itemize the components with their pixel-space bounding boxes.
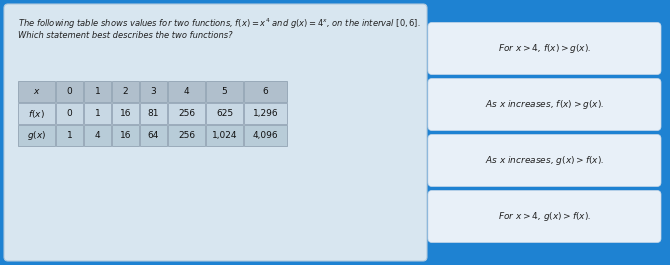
Text: 16: 16 [120, 131, 131, 140]
FancyBboxPatch shape [56, 125, 83, 146]
Text: $x$: $x$ [33, 87, 40, 96]
FancyBboxPatch shape [140, 81, 167, 102]
Text: For $x > 4$, $f(x) > g(x)$.: For $x > 4$, $f(x) > g(x)$. [498, 42, 591, 55]
Text: 4: 4 [94, 131, 100, 140]
FancyBboxPatch shape [18, 103, 55, 124]
Text: 256: 256 [178, 131, 195, 140]
Text: 4: 4 [184, 87, 190, 96]
FancyBboxPatch shape [428, 78, 661, 130]
Text: 64: 64 [148, 131, 159, 140]
Text: As $x$ increases, $f(x) > g(x)$.: As $x$ increases, $f(x) > g(x)$. [485, 98, 604, 111]
Text: $g(x)$: $g(x)$ [27, 129, 46, 142]
FancyBboxPatch shape [84, 125, 111, 146]
FancyBboxPatch shape [244, 81, 287, 102]
Text: 1,296: 1,296 [253, 109, 278, 118]
Text: 5: 5 [222, 87, 227, 96]
FancyBboxPatch shape [112, 81, 139, 102]
FancyBboxPatch shape [56, 103, 83, 124]
Text: Which statement best describes the two functions?: Which statement best describes the two f… [18, 31, 232, 40]
FancyBboxPatch shape [4, 4, 427, 261]
Text: 1,024: 1,024 [212, 131, 237, 140]
Text: 625: 625 [216, 109, 233, 118]
Text: 6: 6 [263, 87, 269, 96]
Text: 2: 2 [123, 87, 129, 96]
FancyBboxPatch shape [244, 125, 287, 146]
FancyBboxPatch shape [244, 103, 287, 124]
FancyBboxPatch shape [428, 191, 661, 242]
FancyBboxPatch shape [206, 81, 243, 102]
FancyBboxPatch shape [18, 125, 55, 146]
Text: 1: 1 [94, 87, 100, 96]
Text: 256: 256 [178, 109, 195, 118]
Text: 0: 0 [66, 87, 72, 96]
FancyBboxPatch shape [84, 103, 111, 124]
Text: 16: 16 [120, 109, 131, 118]
FancyBboxPatch shape [112, 125, 139, 146]
Text: 4,096: 4,096 [253, 131, 278, 140]
FancyBboxPatch shape [206, 125, 243, 146]
FancyBboxPatch shape [168, 125, 205, 146]
Text: 3: 3 [151, 87, 156, 96]
Text: $f(x)$: $f(x)$ [28, 108, 45, 120]
Text: For $x > 4$, $g(x) > f(x)$.: For $x > 4$, $g(x) > f(x)$. [498, 210, 591, 223]
Text: 1: 1 [94, 109, 100, 118]
FancyBboxPatch shape [428, 135, 661, 187]
FancyBboxPatch shape [112, 103, 139, 124]
FancyBboxPatch shape [168, 103, 205, 124]
Text: 81: 81 [148, 109, 159, 118]
Text: 1: 1 [66, 131, 72, 140]
FancyBboxPatch shape [428, 23, 661, 74]
FancyBboxPatch shape [206, 103, 243, 124]
Text: The following table shows values for two functions, $f(x) = x^4$ and $g(x) = 4^x: The following table shows values for two… [18, 17, 421, 31]
FancyBboxPatch shape [84, 81, 111, 102]
FancyBboxPatch shape [18, 81, 55, 102]
FancyBboxPatch shape [140, 125, 167, 146]
Text: As $x$ increases, $g(x) > f(x)$.: As $x$ increases, $g(x) > f(x)$. [485, 154, 604, 167]
FancyBboxPatch shape [168, 81, 205, 102]
FancyBboxPatch shape [56, 81, 83, 102]
FancyBboxPatch shape [140, 103, 167, 124]
Text: 0: 0 [66, 109, 72, 118]
